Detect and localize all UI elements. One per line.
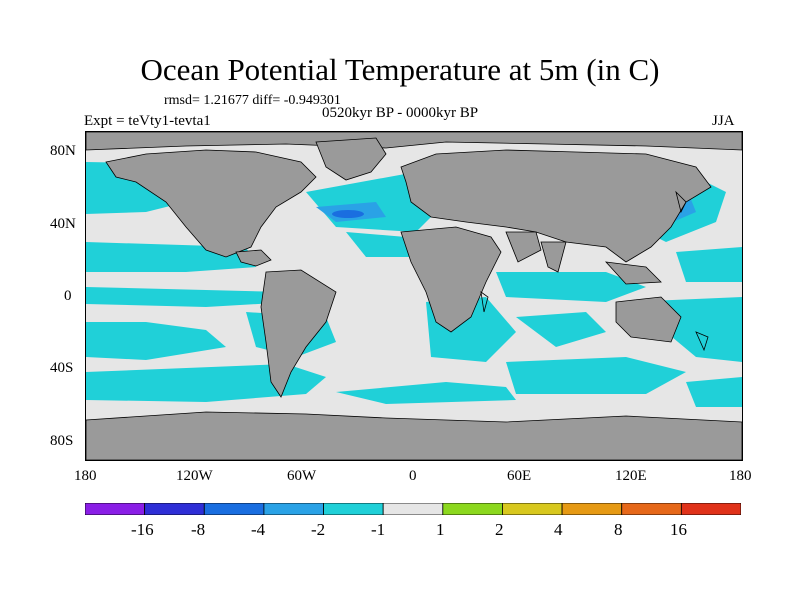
colorbar-segment — [502, 503, 563, 515]
colorbar-label: -1 — [371, 520, 386, 539]
colorbar-label: -4 — [251, 520, 266, 539]
colorbar-segment — [561, 503, 623, 515]
australia — [615, 296, 682, 343]
lon-label-180e: 180 — [729, 468, 752, 484]
colorbar-segment — [442, 503, 503, 515]
lat-label-80n: 80N — [50, 143, 76, 159]
india — [540, 241, 567, 273]
colorbar-segment — [323, 503, 384, 515]
colorbar-label: -2 — [311, 520, 326, 539]
lat-label-40n: 40N — [50, 216, 76, 232]
season-label: JJA — [712, 113, 735, 129]
land-masses — [86, 132, 742, 460]
colorbar-label: 8 — [614, 520, 623, 539]
colorbar-label: 1 — [436, 520, 445, 539]
colorbar-segment — [263, 503, 324, 515]
north-america — [105, 149, 317, 258]
colorbar-segment — [621, 503, 682, 515]
lon-label-120w: 120W — [176, 468, 213, 484]
lon-label-60w: 60W — [287, 468, 317, 484]
map-title: Ocean Potential Temperature at 5m (in C) — [140, 52, 660, 87]
arabia — [505, 231, 542, 263]
arctic-landmask — [86, 132, 742, 151]
colorbar-segment — [382, 503, 444, 515]
antarctica — [86, 411, 742, 460]
map-panel — [85, 131, 743, 461]
colorbar-segment — [144, 503, 205, 515]
statistics-label: rmsd= 1.21677 diff= -0.949301 — [164, 93, 341, 108]
lon-label-60e: 60E — [507, 468, 532, 484]
period-label: 0520kyr BP - 0000kyr BP — [322, 105, 479, 121]
lat-label-0: 0 — [64, 288, 72, 304]
greenland — [315, 137, 387, 181]
lon-label-120e: 120E — [615, 468, 647, 484]
colorbar-label: -16 — [131, 520, 154, 539]
colorbar-segment — [85, 503, 146, 515]
central-america — [235, 249, 272, 267]
africa — [400, 226, 502, 333]
south-america — [260, 269, 337, 398]
colorbar-label: -8 — [191, 520, 206, 539]
colorbar-label: 2 — [495, 520, 504, 539]
coastline-islands — [480, 190, 709, 352]
experiment-label: Expt = teVty1-tevta1 — [84, 113, 211, 129]
lat-label-40s: 40S — [50, 360, 74, 376]
southeast-asia-islands — [604, 261, 662, 285]
eurasia — [400, 149, 712, 263]
lon-label-0: 0 — [409, 468, 417, 484]
lon-label-180w: 180 — [74, 468, 97, 484]
colorbar-segment — [203, 503, 265, 515]
lat-label-80s: 80S — [50, 433, 74, 449]
colorbar — [85, 503, 741, 515]
colorbar-label: 4 — [554, 520, 563, 539]
map-canvas — [86, 132, 742, 460]
colorbar-segment — [680, 503, 741, 515]
colorbar-label: 16 — [670, 520, 687, 539]
